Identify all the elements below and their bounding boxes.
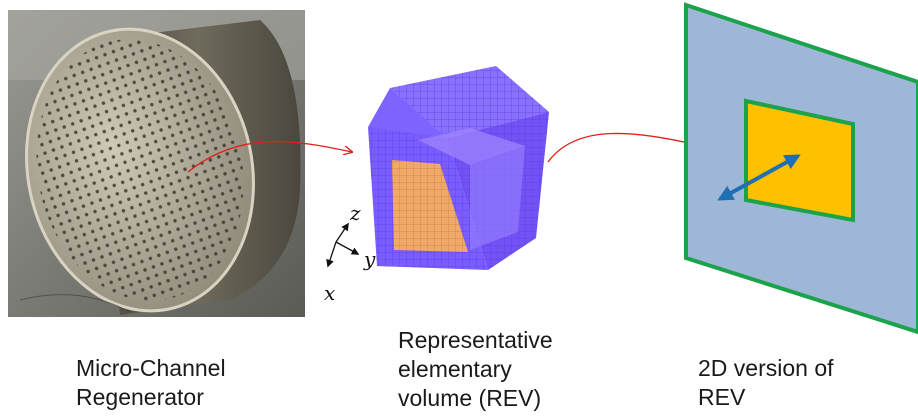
rev-2d-square bbox=[744, 98, 855, 223]
regenerator-photo bbox=[8, 10, 305, 317]
caption-rev-2d-line-1: 2D version of bbox=[698, 355, 834, 381]
caption-regenerator: Micro-Channel Regenerator bbox=[76, 354, 226, 412]
caption-rev-line-1: Representative bbox=[398, 327, 553, 353]
caption-rev: Representative elementary volume (REV) bbox=[398, 326, 553, 413]
caption-rev-2d-line-2: REV bbox=[698, 384, 746, 410]
rev-2d-panel bbox=[684, 2, 918, 335]
caption-regenerator-line-2: Regenerator bbox=[76, 384, 204, 410]
caption-rev-line-3: volume (REV) bbox=[398, 385, 542, 411]
rev-cube bbox=[368, 66, 549, 270]
caption-regenerator-line-1: Micro-Channel bbox=[76, 355, 226, 381]
z-axis-label: z bbox=[349, 201, 361, 225]
y-axis-label: y bbox=[363, 247, 376, 271]
double-arrow bbox=[717, 154, 801, 201]
link-arrow-rev-to-2d bbox=[547, 132, 710, 163]
link-arrow-photo-to-rev bbox=[187, 140, 352, 173]
caption-rev-2d: 2D version of REV bbox=[698, 354, 834, 412]
x-axis-label: x bbox=[324, 281, 335, 305]
caption-rev-line-2: elementary bbox=[398, 356, 512, 382]
axis-triad: z y x bbox=[324, 201, 376, 305]
